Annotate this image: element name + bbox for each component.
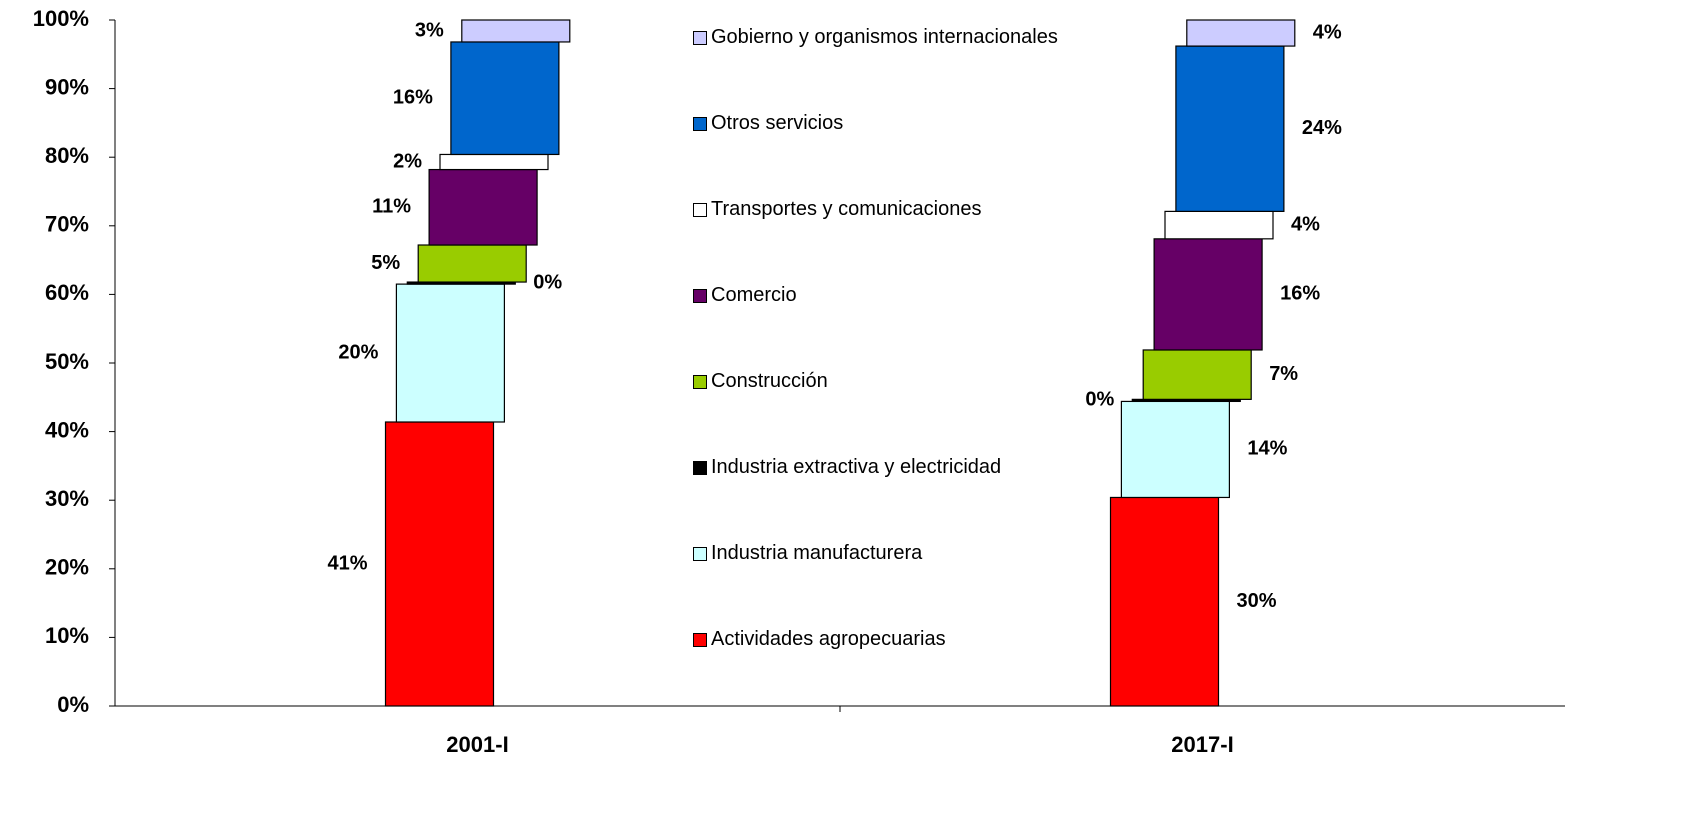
value-label: 41% <box>327 552 367 574</box>
y-tick-label: 70% <box>45 212 89 237</box>
y-tick-label: 40% <box>45 417 89 442</box>
legend-label: Comercio <box>711 283 797 306</box>
legend-item: Actividades agropecuarias <box>693 625 946 654</box>
legend-swatch <box>693 116 707 131</box>
value-label: 14% <box>1247 438 1287 460</box>
bar-segment <box>1186 19 1296 47</box>
bar-segment <box>384 421 495 707</box>
y-tick-label: 60% <box>45 280 89 305</box>
legend-swatch <box>693 202 707 217</box>
legend-label: Transportes y comunicaciones <box>711 197 982 220</box>
legend-item: Industria manufacturera <box>693 539 922 568</box>
value-label: 7% <box>1269 363 1298 385</box>
bar-segment <box>1164 210 1274 240</box>
y-tick-label: 10% <box>45 623 89 648</box>
value-label: 4% <box>1291 213 1320 235</box>
bar-segment <box>1142 349 1252 400</box>
value-label: 16% <box>393 86 433 108</box>
value-label: 0% <box>1085 389 1114 411</box>
x-tick-label: 2017-I <box>1171 732 1233 757</box>
legend-swatch <box>693 460 707 475</box>
y-tick-label: 50% <box>45 349 89 374</box>
x-tick-label: 2001-I <box>446 732 508 757</box>
bar-segment <box>1109 496 1220 707</box>
legend-item: Industria extractiva y electricidad <box>693 453 1001 482</box>
y-tick-label: 20% <box>45 555 89 580</box>
legend-item: Otros servicios <box>693 109 843 138</box>
bar-segment <box>417 244 527 283</box>
value-label: 2% <box>393 150 422 172</box>
bar-segment <box>395 283 505 423</box>
bar-segment <box>461 19 571 43</box>
legend-item: Gobierno y organismos internacionales <box>693 23 1058 52</box>
y-tick-label: 0% <box>57 692 89 717</box>
legend-swatch <box>693 288 707 303</box>
legend-item: Construcción <box>693 367 828 396</box>
legend-label: Industria extractiva y electricidad <box>711 455 1002 478</box>
legend-label: Otros servicios <box>711 111 844 134</box>
bar-segment <box>428 168 538 246</box>
legend-item: Transportes y comunicaciones <box>693 195 982 224</box>
legend-label: Construcción <box>711 369 828 392</box>
bar-segment <box>1153 238 1263 351</box>
value-label: 0% <box>533 271 562 293</box>
value-label: 24% <box>1302 117 1342 139</box>
value-label: 11% <box>372 196 411 218</box>
bar-segment <box>1175 45 1285 212</box>
y-tick-label: 90% <box>45 74 89 99</box>
legend-swatch <box>693 546 707 561</box>
value-label: 16% <box>1280 283 1320 305</box>
legend-label: Gobierno y organismos internacionales <box>711 25 1058 48</box>
legend-swatch <box>693 374 707 389</box>
value-label: 20% <box>338 341 378 363</box>
value-label: 30% <box>1237 590 1277 612</box>
legend-item: Comercio <box>693 281 797 310</box>
legend-label: Actividades agropecuarias <box>711 627 946 650</box>
legend-swatch <box>693 30 707 45</box>
legend-label: Industria manufacturera <box>711 541 923 564</box>
y-tick-label: 100% <box>33 6 89 31</box>
bar-segment <box>450 41 560 156</box>
value-label: 3% <box>415 19 444 41</box>
y-tick-label: 80% <box>45 143 89 168</box>
y-tick-label: 30% <box>45 486 89 511</box>
value-label: 5% <box>371 252 400 274</box>
bar-segment <box>439 153 549 171</box>
value-label: 4% <box>1313 21 1342 43</box>
bar-segment <box>1120 400 1231 499</box>
legend-swatch <box>693 632 707 647</box>
